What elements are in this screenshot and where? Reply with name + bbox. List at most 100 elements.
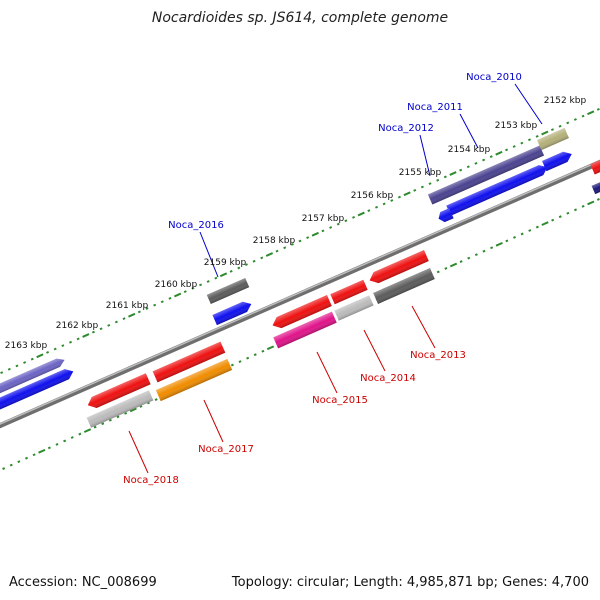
inner-tick-minor (70, 436, 74, 439)
outer-tick-minor (283, 246, 287, 250)
outer-tick-minor (168, 296, 172, 300)
gene-noca-2015a (273, 311, 337, 349)
inner-tick-minor (261, 349, 265, 353)
outer-tick-minor (68, 340, 73, 344)
label-noca-2017[interactable]: Noca_2017 (198, 444, 254, 455)
inner-tick-minor (558, 215, 562, 219)
gene-edge-navy (591, 181, 600, 195)
outer-tick-minor (535, 134, 539, 138)
label-noca-2016[interactable]: Noca_2016 (168, 220, 224, 231)
kbp-label-2156: 2156 kbp (351, 191, 394, 201)
outer-tick-minor (550, 128, 554, 132)
label-noca-2013[interactable]: Noca_2013 (410, 350, 466, 361)
inner-tick-major (38, 448, 46, 454)
outer-tick-major (265, 252, 274, 257)
inner-tick-minor (520, 232, 524, 236)
outer-tick-minor (76, 337, 80, 341)
label-noca-2012[interactable]: Noca_2012 (378, 123, 434, 134)
inner-tick-minor (63, 439, 67, 443)
outer-tick-minor (413, 188, 417, 192)
outer-tick-major (449, 171, 457, 176)
kbp-label-2163: 2163 kbp (5, 341, 48, 351)
outer-tick-minor (573, 118, 577, 121)
inner-tick-major (266, 345, 275, 351)
outer-tick-minor (420, 185, 424, 189)
outer-tick-minor (329, 226, 333, 229)
outer-tick-minor (397, 195, 401, 199)
inner-tick-minor (512, 236, 517, 239)
inner-tick-minor (24, 456, 29, 460)
outer-tick-minor (122, 317, 126, 321)
outer-tick-minor (382, 202, 386, 206)
inner-tick-minor (551, 218, 555, 222)
outer-tick-major (128, 312, 136, 318)
map-title: Nocardioides sp. JS614, complete genome (151, 10, 449, 26)
inner-tick-minor (505, 239, 509, 243)
leader-noca-2018 (128, 430, 149, 474)
kbp-label-2158: 2158 kbp (253, 236, 296, 246)
outer-tick-minor (244, 263, 248, 267)
label-noca-2014[interactable]: Noca_2014 (360, 373, 416, 384)
outer-tick-minor (114, 320, 118, 324)
outer-tick-minor (505, 148, 509, 152)
label-leaders (128, 83, 543, 474)
inner-tick-minor (154, 398, 158, 401)
inner-tick-minor (55, 443, 59, 446)
outer-tick-minor (252, 259, 256, 263)
label-noca-2010[interactable]: Noca_2010 (466, 72, 522, 83)
outer-tick-minor (61, 344, 65, 348)
inner-tick-minor (436, 270, 440, 274)
inner-tick-minor (101, 422, 105, 426)
outer-tick-minor (527, 138, 532, 142)
outer-tick-major (357, 211, 365, 217)
genome-backbone (0, 159, 600, 429)
inner-tick-major (129, 407, 137, 413)
label-noca-2015[interactable]: Noca_2015 (312, 395, 368, 406)
gene-labels: Noca_2010 Noca_2011 Noca_2012 Noca_2016 Noca… (123, 72, 522, 486)
label-noca-2018[interactable]: Noca_2018 (123, 475, 179, 486)
kbp-tick-labels: 2152 kbp 2153 kbp 2154 kbp 2155 kbp 2156 kbp… (5, 96, 587, 351)
gene-noca-2012 (446, 165, 548, 216)
inner-tick-major (83, 428, 92, 433)
outer-tick-minor (229, 269, 233, 273)
leader-noca-2012 (419, 134, 431, 177)
outer-tick-minor (160, 300, 164, 304)
gene-noca-2016 (212, 301, 252, 326)
inner-tick-minor (32, 453, 36, 457)
outer-tick-minor (260, 256, 264, 260)
gene-noca-2019 (0, 369, 74, 412)
gene-noca-2018a (86, 390, 154, 428)
leader-noca-2010 (514, 83, 543, 125)
outer-tick-minor (558, 124, 562, 128)
outer-tick-minor (53, 347, 57, 351)
outer-tick-minor (298, 239, 302, 243)
inner-tick-major (587, 200, 595, 206)
outer-tick-minor (344, 219, 348, 223)
inner-tick-minor (17, 460, 21, 464)
genome-backbone-highlight (0, 160, 600, 425)
outer-tick-minor (137, 310, 141, 314)
outer-tick-minor (7, 367, 11, 371)
kbp-label-2162: 2162 kbp (56, 321, 99, 331)
outer-tick-minor (512, 145, 516, 148)
inner-tick-minor (573, 208, 578, 212)
gene-noca-2010a (542, 151, 572, 172)
outer-tick-minor (306, 236, 310, 240)
outer-tick-minor (520, 141, 524, 145)
outer-tick-major (403, 191, 411, 197)
inner-tick-minor (93, 425, 97, 429)
leader-noca-2014 (363, 329, 386, 372)
outer-tick-minor (459, 168, 463, 172)
leader-noca-2013 (411, 305, 436, 349)
inner-tick-minor (474, 253, 478, 257)
outer-tick-minor (206, 280, 210, 283)
outer-tick-minor (214, 276, 218, 280)
outer-tick-minor (99, 327, 103, 331)
outer-tick-major (541, 130, 549, 136)
outer-tick-minor (436, 178, 440, 182)
inner-tick-minor (246, 356, 250, 360)
gene-noca-2020 (0, 358, 65, 397)
label-noca-2011[interactable]: Noca_2011 (407, 102, 463, 113)
outer-tick-minor (321, 229, 325, 233)
